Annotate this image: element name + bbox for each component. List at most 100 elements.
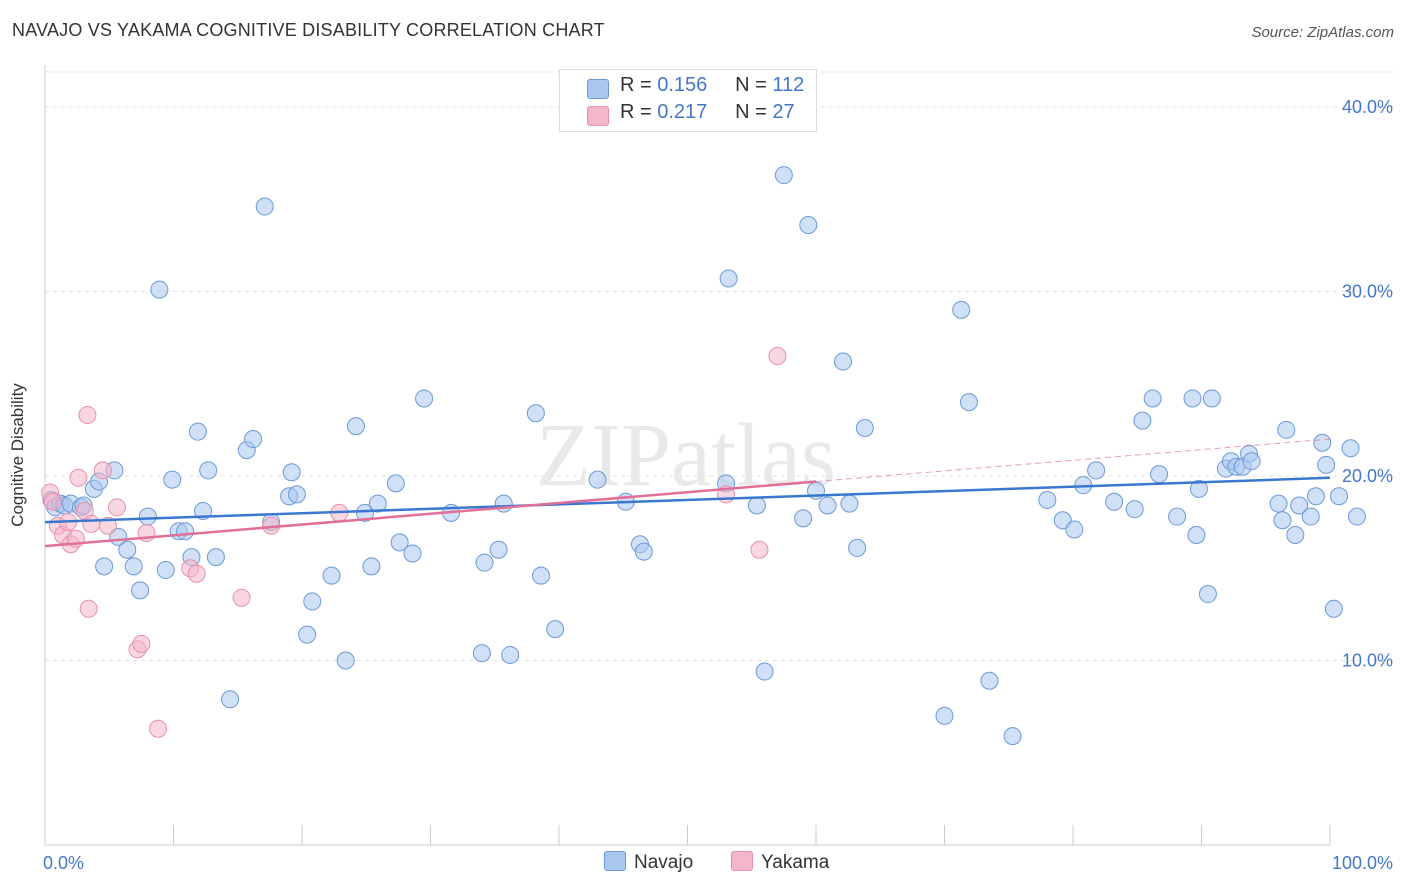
navajo-point [1003,727,1022,746]
yakama-point [187,564,206,583]
navajo-point [1105,492,1124,511]
navajo-point [855,418,874,437]
navajo-point [1038,490,1057,509]
navajo-point [1277,420,1296,439]
navajo-point [221,690,240,709]
navajo-point [494,494,513,513]
yakama-swatch-icon [587,106,609,126]
navajo-point [1202,389,1221,408]
navajo-point [303,592,322,611]
navajo-point [840,494,859,513]
navajo-point [355,503,374,522]
navajo-point [1198,585,1217,604]
navajo-point [1183,389,1202,408]
navajo-point [346,417,365,436]
yakama-point [93,461,112,480]
navajo-point [287,485,306,504]
navajo-trend-line [44,476,1331,524]
legend-item-yakama: Yakama [731,850,830,874]
navajo-point [489,540,508,559]
r-label: R = [620,101,652,123]
navajo-point [532,566,551,585]
yakama-point [98,516,117,535]
navajo-point [774,166,793,185]
navajo-point [794,509,813,528]
yakama-point [69,468,88,487]
navajo-point [799,216,818,234]
navajo-point [386,474,405,493]
y-tick-label: 10.0% [1342,650,1393,670]
navajo-point [336,651,355,670]
navajo-point [1286,526,1305,544]
navajo-point [1242,452,1261,471]
navajo-point [1168,507,1187,526]
navajo-point [244,430,263,449]
navajo-point [1087,461,1106,480]
yakama-point [768,347,787,366]
navajo-point [747,496,766,515]
yakama-point [132,634,151,653]
navajo-point [935,706,954,725]
yakama-swatch-icon [731,850,753,871]
navajo-point [1125,500,1144,519]
navajo-point [1317,455,1336,474]
source-label: Source: ZipAtlas.com [1251,24,1394,41]
navajo-point [1065,520,1084,539]
navajo-point [1329,487,1348,506]
navajo-point [188,422,207,441]
x-tick-label: 100.0% [1332,853,1393,873]
navajo-point [588,470,607,489]
navajo-point [959,393,978,412]
yakama-point [107,498,126,517]
navajo-point [952,300,971,319]
legend-label-yakama: Yakama [761,852,830,873]
navajo-point [1313,433,1332,452]
stats-legend: R = 0.156 N = 112 R = 0.217 N = 27 [559,69,817,132]
navajo-point [526,404,545,423]
y-tick-label: 30.0% [1342,281,1393,301]
navajo-point [818,496,837,515]
navajo-point [833,352,852,371]
watermark: ZIPatlas [536,406,836,505]
navajo-point [848,538,867,557]
navajo-point [634,542,653,561]
navajo-point [199,461,218,480]
navajo-point [95,557,114,576]
navajo-point [475,553,494,572]
n-value: 112 [772,74,805,96]
yakama-point [149,719,168,738]
r-label: R = [620,74,652,96]
navajo-point [1290,496,1309,515]
navajo-point [1269,494,1288,513]
navajo-swatch-icon [587,79,609,99]
navajo-point [138,507,157,526]
navajo-point [118,540,137,559]
navajo-point [322,566,341,585]
navajo-point [1301,507,1320,526]
navajo-point [1324,599,1343,618]
n-label: N = [735,74,767,96]
navajo-point [1341,439,1360,458]
navajo-point [1306,487,1325,506]
navajo-point [156,561,175,580]
navajo-point [124,557,143,576]
navajo-point [390,533,409,552]
navajo-point [1347,507,1366,526]
navajo-point [980,671,999,690]
navajo-point [1189,479,1208,498]
navajo-point [1187,526,1206,544]
navajo-point [1273,511,1292,530]
navajo-point [131,581,150,600]
r-value: 0.217 [657,101,708,123]
yakama-trend-line [44,480,817,548]
legend-item-navajo: Navajo [604,850,693,874]
navajo-point [415,389,434,408]
navajo-point [1133,411,1152,430]
navajo-point [501,645,520,664]
y-tick-label: 40.0% [1342,97,1393,117]
navajo-point [298,625,317,644]
r-value: 0.156 [657,74,708,96]
yakama-point [232,588,251,607]
navajo-point [1150,465,1169,484]
